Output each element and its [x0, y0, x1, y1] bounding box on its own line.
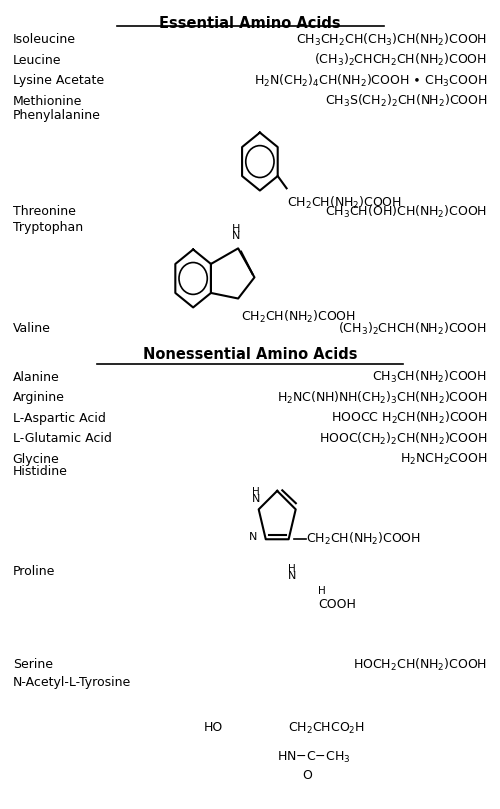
Text: Arginine: Arginine — [12, 392, 64, 404]
Text: CH$_2$CHCO$_2$H: CH$_2$CHCO$_2$H — [288, 721, 365, 735]
Text: Isoleucine: Isoleucine — [12, 33, 76, 46]
Text: O: O — [302, 769, 312, 781]
Text: H: H — [288, 565, 296, 574]
Text: Lysine Acetate: Lysine Acetate — [12, 74, 104, 87]
Text: HN$-$C$-$CH$_3$: HN$-$C$-$CH$_3$ — [276, 750, 350, 765]
Text: CH$_2$CH(NH$_2$)COOH: CH$_2$CH(NH$_2$)COOH — [240, 308, 356, 324]
Text: H: H — [232, 224, 240, 234]
Text: H$_2$NC(NH)NH(CH$_2$)$_3$CH(NH$_2$)COOH: H$_2$NC(NH)NH(CH$_2$)$_3$CH(NH$_2$)COOH — [277, 390, 488, 406]
Text: H: H — [252, 487, 260, 497]
Text: CH$_2$CH(NH$_2$)COOH: CH$_2$CH(NH$_2$)COOH — [306, 532, 421, 548]
Text: Phenylalanine: Phenylalanine — [12, 109, 101, 122]
Text: CH$_3$CH$_2$CH(CH$_3$)CH(NH$_2$)COOH: CH$_3$CH$_2$CH(CH$_3$)CH(NH$_2$)COOH — [296, 32, 488, 48]
Text: N: N — [232, 231, 240, 241]
Text: H: H — [318, 587, 326, 596]
Text: Essential Amino Acids: Essential Amino Acids — [159, 15, 341, 31]
Text: Valine: Valine — [12, 322, 51, 335]
Text: HO: HO — [204, 722, 223, 735]
Text: CH$_3$CH(NH$_2$)COOH: CH$_3$CH(NH$_2$)COOH — [372, 369, 488, 385]
Text: (CH$_3$)$_2$CHCH(NH$_2$)COOH: (CH$_3$)$_2$CHCH(NH$_2$)COOH — [338, 320, 488, 337]
Text: Glycine: Glycine — [12, 453, 60, 466]
Text: Leucine: Leucine — [12, 53, 61, 66]
Text: N: N — [288, 571, 296, 581]
Text: Tryptophan: Tryptophan — [12, 221, 83, 234]
Text: L-Glutamic Acid: L-Glutamic Acid — [12, 433, 112, 446]
Text: Nonessential Amino Acids: Nonessential Amino Acids — [143, 347, 357, 362]
Text: CH$_2$CH(NH$_2$)COOH: CH$_2$CH(NH$_2$)COOH — [286, 195, 402, 211]
Text: Histidine: Histidine — [12, 465, 68, 478]
Text: COOH: COOH — [318, 598, 356, 611]
Text: CH$_3$S(CH$_2$)$_2$CH(NH$_2$)COOH: CH$_3$S(CH$_2$)$_2$CH(NH$_2$)COOH — [324, 93, 488, 109]
Text: H$_2$N(CH$_2$)$_4$CH(NH$_2$)COOH $\bullet$ CH$_3$COOH: H$_2$N(CH$_2$)$_4$CH(NH$_2$)COOH $\bulle… — [254, 73, 488, 89]
Text: Serine: Serine — [12, 659, 52, 671]
Text: H$_2$NCH$_2$COOH: H$_2$NCH$_2$COOH — [400, 452, 488, 467]
Text: CH$_3$CH(OH)CH(NH$_2$)COOH: CH$_3$CH(OH)CH(NH$_2$)COOH — [326, 204, 488, 220]
Text: Proline: Proline — [12, 565, 55, 578]
Text: L-Aspartic Acid: L-Aspartic Acid — [12, 412, 106, 425]
Text: (CH$_3$)$_2$CHCH$_2$CH(NH$_2$)COOH: (CH$_3$)$_2$CHCH$_2$CH(NH$_2$)COOH — [314, 52, 488, 68]
Text: N-Acetyl-L-Tyrosine: N-Acetyl-L-Tyrosine — [12, 676, 131, 688]
Text: HOOCC H$_2$CH(NH$_2$)COOH: HOOCC H$_2$CH(NH$_2$)COOH — [330, 410, 488, 426]
Text: Threonine: Threonine — [12, 205, 76, 218]
Text: HOCH$_2$CH(NH$_2$)COOH: HOCH$_2$CH(NH$_2$)COOH — [353, 657, 488, 673]
Text: N: N — [249, 532, 258, 542]
Text: Alanine: Alanine — [12, 371, 60, 383]
Text: N: N — [252, 494, 260, 504]
Text: HOOC(CH$_2$)$_2$CH(NH$_2$)COOH: HOOC(CH$_2$)$_2$CH(NH$_2$)COOH — [319, 431, 488, 447]
Text: Methionine: Methionine — [12, 95, 82, 108]
